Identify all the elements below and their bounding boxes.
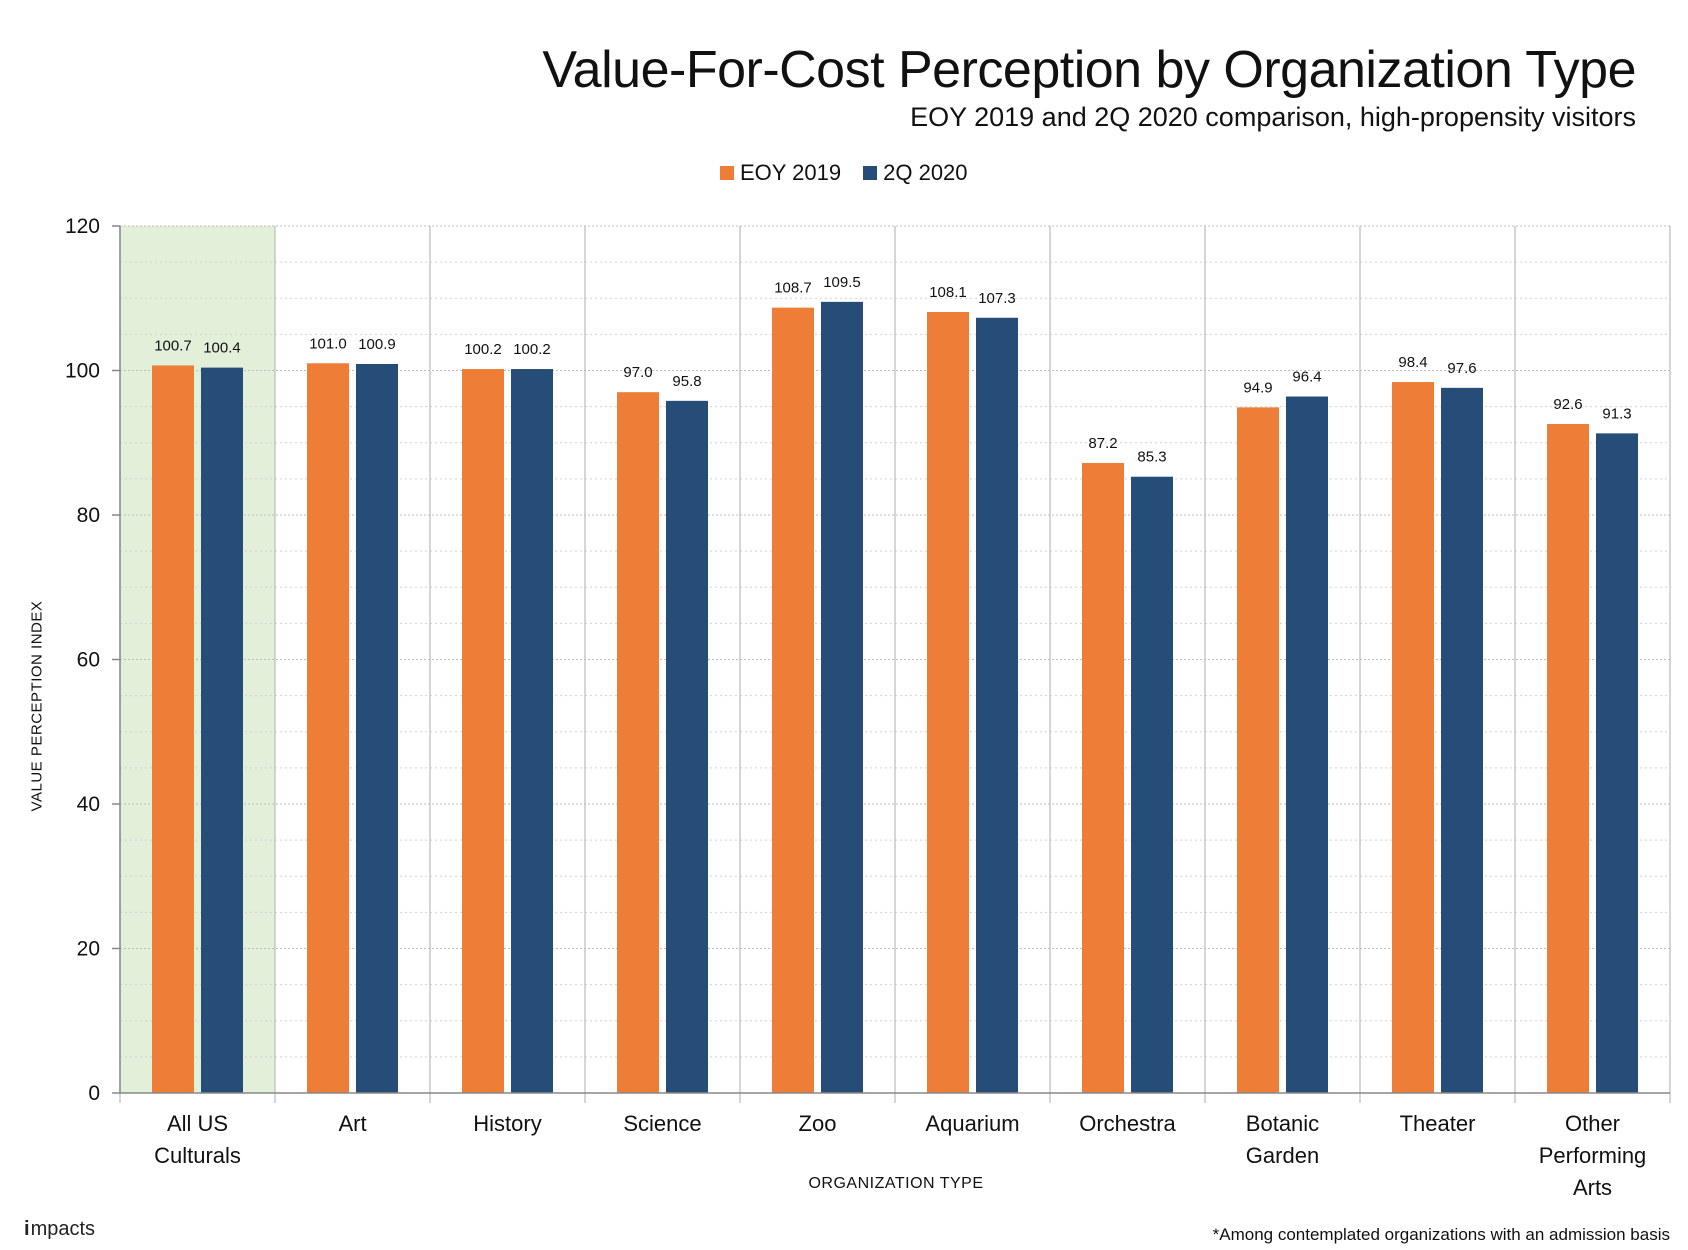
bar-eoy-2019 [462, 369, 504, 1093]
y-tick-label: 60 [77, 649, 100, 672]
y-tick-label: 0 [88, 1082, 100, 1105]
data-label-2q-2020: 100.9 [358, 336, 396, 353]
bar-eoy-2019 [1082, 462, 1124, 1094]
category-label: All US Culturals [154, 1111, 241, 1168]
data-label-2q-2020: 91.3 [1602, 405, 1631, 422]
data-label-eoy-2019: 100.7 [154, 337, 192, 354]
y-tick-label: 120 [65, 215, 100, 238]
category-label: Botanic Garden [1246, 1111, 1319, 1168]
legend-label-eoy-2019: EOY 2019 [740, 160, 842, 185]
chart-subtitle: EOY 2019 and 2Q 2020 comparison, high-pr… [910, 102, 1636, 132]
bar-eoy-2019 [617, 392, 659, 1093]
category-label: Orchestra [1079, 1111, 1176, 1136]
bar-2q-2020 [976, 317, 1018, 1093]
logo-i-glyph: i [24, 1218, 30, 1240]
bar-eoy-2019 [152, 365, 194, 1093]
data-label-2q-2020: 95.8 [672, 373, 701, 390]
bar-eoy-2019 [927, 311, 969, 1093]
data-label-eoy-2019: 97.0 [623, 364, 652, 381]
category-label: Aquarium [925, 1111, 1019, 1136]
data-label-eoy-2019: 108.1 [929, 284, 967, 301]
y-tick-label: 20 [77, 938, 100, 961]
category-label: Theater [1400, 1111, 1476, 1136]
category-label: Zoo [799, 1111, 837, 1136]
bar-2q-2020 [201, 367, 243, 1093]
category-label: History [473, 1111, 541, 1136]
bar-eoy-2019 [1547, 423, 1589, 1094]
y-axis-title: VALUE PERCEPTION INDEX [28, 600, 46, 812]
y-tick-label: 80 [77, 504, 100, 527]
legend-item-2q-2020: 2Q 2020 [863, 160, 968, 186]
bar-2q-2020 [1596, 433, 1638, 1093]
bar-2q-2020 [356, 363, 398, 1093]
chart-legend: EOY 2019 2Q 2020 [720, 160, 968, 186]
data-label-eoy-2019: 87.2 [1088, 435, 1117, 452]
bar-2q-2020 [821, 301, 863, 1093]
data-label-eoy-2019: 100.2 [464, 341, 502, 358]
impacts-logo: i mpacts [24, 1218, 95, 1241]
y-tick-label: 100 [65, 360, 100, 383]
bar-eoy-2019 [772, 307, 814, 1094]
footnote: *Among contemplated organizations with a… [1212, 1225, 1670, 1244]
x-axis-title: ORGANIZATION TYPE [808, 1175, 984, 1192]
bar-2q-2020 [1441, 387, 1483, 1094]
bar-2q-2020 [1131, 476, 1173, 1093]
data-label-2q-2020: 96.4 [1292, 369, 1321, 386]
data-label-2q-2020: 109.5 [823, 274, 861, 291]
bar-eoy-2019 [307, 363, 349, 1093]
bar-2q-2020 [666, 400, 708, 1094]
chart-title: Value-For-Cost Perception by Organizatio… [542, 41, 1636, 99]
legend-item-eoy-2019: EOY 2019 [720, 160, 841, 186]
legend-label-2q-2020: 2Q 2020 [883, 160, 968, 185]
category-label: Science [623, 1111, 701, 1136]
data-label-eoy-2019: 108.7 [774, 280, 812, 297]
legend-swatch-2q-2020 [863, 166, 878, 180]
bar-2q-2020 [1286, 396, 1328, 1093]
data-label-2q-2020: 107.3 [978, 290, 1016, 307]
data-label-2q-2020: 100.2 [513, 341, 551, 358]
data-label-2q-2020: 85.3 [1137, 449, 1166, 466]
y-tick-label: 40 [77, 793, 100, 816]
bar-eoy-2019 [1392, 382, 1434, 1093]
category-label: Other Performing Arts [1539, 1111, 1647, 1200]
data-label-eoy-2019: 98.4 [1398, 354, 1427, 371]
bar-eoy-2019 [1237, 407, 1279, 1093]
data-label-2q-2020: 100.4 [203, 340, 241, 357]
data-label-2q-2020: 97.6 [1447, 360, 1476, 377]
data-label-eoy-2019: 94.9 [1243, 379, 1272, 396]
category-label: Art [338, 1111, 366, 1136]
logo-text: mpacts [30, 1218, 96, 1240]
data-label-eoy-2019: 92.6 [1553, 396, 1582, 413]
data-label-eoy-2019: 101.0 [309, 335, 347, 352]
legend-swatch-eoy-2019 [720, 166, 734, 180]
bar-2q-2020 [511, 369, 553, 1093]
